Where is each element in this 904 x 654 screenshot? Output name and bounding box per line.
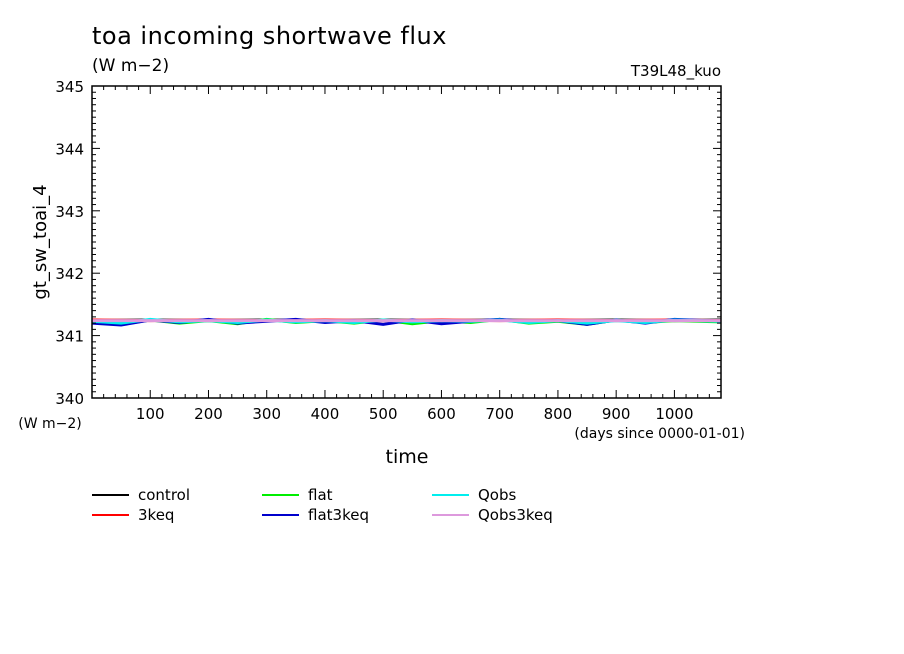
legend-label: Qobs3keq xyxy=(478,506,553,524)
legend-item-control: control xyxy=(92,486,190,504)
y-tick-label: 344 xyxy=(55,140,84,158)
x-tick-label: 300 xyxy=(252,405,281,423)
chart-subtitle-units: (W m−2) xyxy=(92,56,170,76)
legend-label: flat3keq xyxy=(308,506,369,524)
chart-title: toa incoming shortwave flux xyxy=(92,22,447,50)
legend-label: 3keq xyxy=(138,506,175,524)
x-tick-label: 500 xyxy=(369,405,398,423)
legend-swatch xyxy=(92,494,129,496)
x-tick-label: 400 xyxy=(311,405,340,423)
x-tick-label: 200 xyxy=(194,405,223,423)
legend-item-flat: flat xyxy=(262,486,333,504)
legend-item-qobs3keq: Qobs3keq xyxy=(432,506,553,524)
legend-swatch xyxy=(262,494,299,496)
y-tick-label: 343 xyxy=(55,203,84,221)
x-tick-label: 900 xyxy=(602,405,631,423)
y-axis-label: gt_sw_toai_4 xyxy=(30,184,51,299)
legend: control 3keq flat flat3keq Qobs Qobs3keq xyxy=(92,486,592,530)
x-tick-label: 1000 xyxy=(655,405,693,423)
y-tick-label: 345 xyxy=(55,78,84,96)
x-units-label: (days since 0000-01-01) xyxy=(574,426,745,442)
legend-label: Qobs xyxy=(478,486,517,504)
legend-label: control xyxy=(138,486,190,504)
legend-swatch xyxy=(432,494,469,496)
y-tick-label: 341 xyxy=(55,328,84,346)
y-tick-label: 342 xyxy=(55,265,84,283)
x-tick-label: 800 xyxy=(544,405,573,423)
legend-swatch xyxy=(92,514,129,516)
legend-item-qobs: Qobs xyxy=(432,486,516,504)
legend-item-3keq: 3keq xyxy=(92,506,174,524)
run-tag: T39L48_kuo xyxy=(630,62,721,80)
legend-label: flat xyxy=(308,486,333,504)
x-tick-label: 700 xyxy=(485,405,514,423)
plot-frame xyxy=(91,85,722,399)
legend-swatch xyxy=(262,514,299,516)
y-units-label: (W m−2) xyxy=(18,416,82,432)
y-tick-label: 340 xyxy=(55,390,84,408)
x-tick-label: 100 xyxy=(136,405,165,423)
legend-swatch xyxy=(432,514,469,516)
x-tick-label: 600 xyxy=(427,405,456,423)
x-axis-label: time xyxy=(386,446,429,468)
legend-item-flat3keq: flat3keq xyxy=(262,506,369,524)
